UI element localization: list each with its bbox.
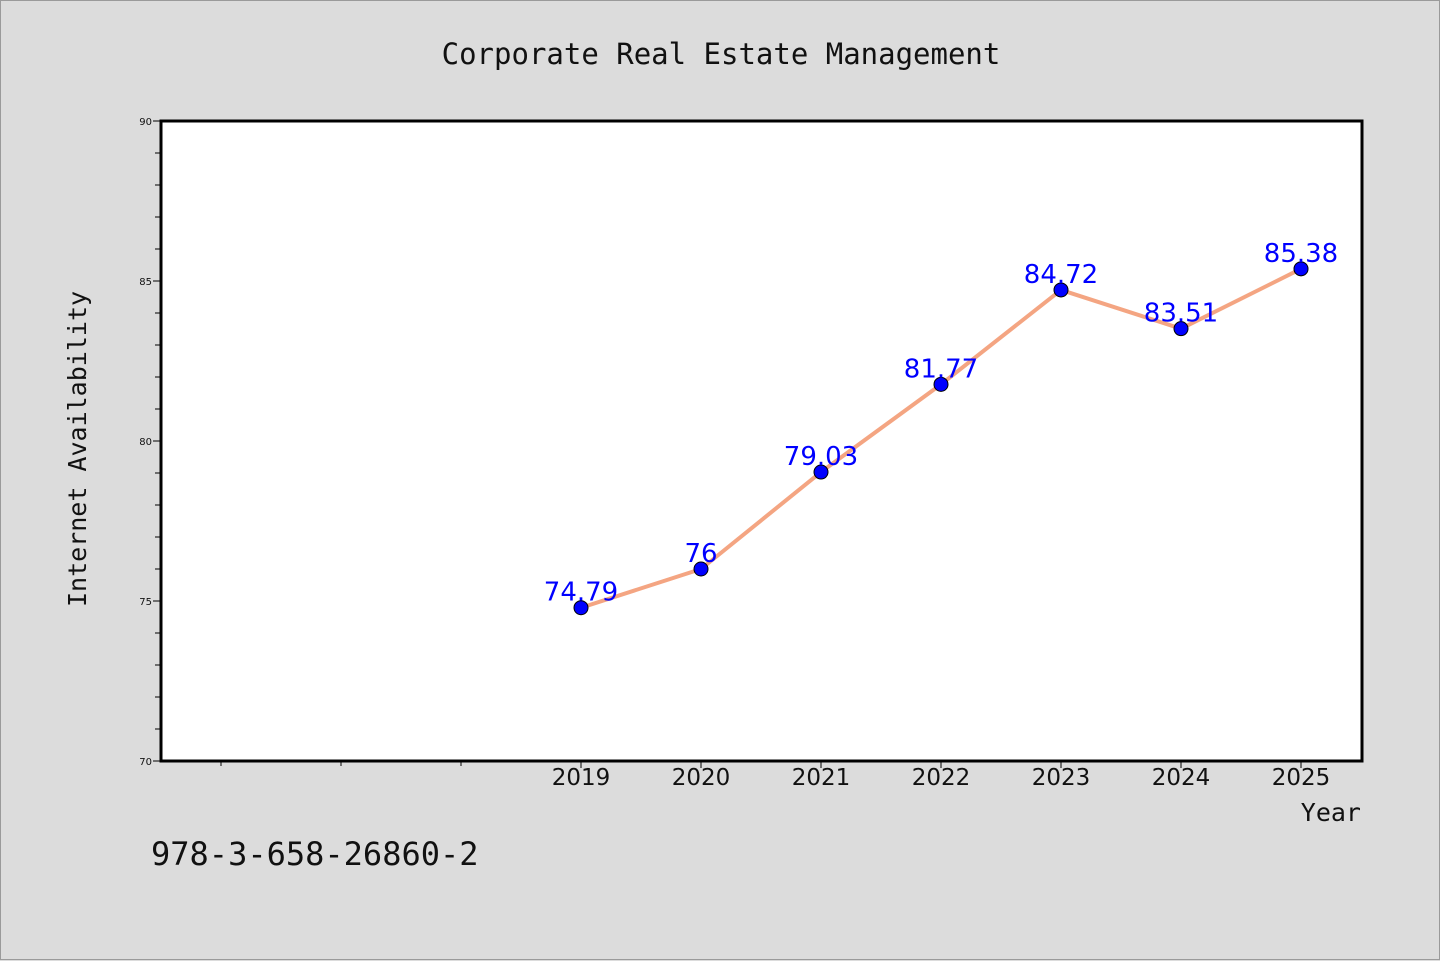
x-tick-label: 2023 <box>1032 765 1091 791</box>
data-point <box>1173 321 1189 337</box>
data-label: 76 <box>684 539 717 569</box>
data-label: 79.03 <box>784 442 858 472</box>
y-tick-label: 80 <box>139 437 152 448</box>
data-point <box>933 376 949 392</box>
data-label: 83.51 <box>1144 299 1218 329</box>
plot-area <box>159 119 1364 763</box>
data-point <box>693 561 709 577</box>
y-tick-label: 85 <box>139 277 152 288</box>
x-tick-label: 2025 <box>1272 765 1331 791</box>
y-tick-label: 75 <box>139 597 152 608</box>
data-point <box>1053 282 1069 298</box>
data-label: 74.79 <box>544 578 618 608</box>
chart-title: Corporate Real Estate Management <box>442 37 1001 71</box>
x-axis-title: Year <box>1301 798 1361 827</box>
y-tick-label: 70 <box>139 757 152 768</box>
y-axis: 70 75 80 85 90 <box>139 117 161 768</box>
x-tick-label: 2022 <box>912 765 971 791</box>
y-axis-title: Internet Availability <box>63 291 92 607</box>
data-label: 84.72 <box>1024 260 1098 290</box>
x-tick-label: 2019 <box>552 765 611 791</box>
x-tick-label: 2024 <box>1152 765 1211 791</box>
data-point <box>573 600 589 616</box>
y-tick-label: 90 <box>139 117 152 128</box>
data-point <box>813 464 829 480</box>
data-point <box>1293 261 1309 277</box>
data-label: 81.77 <box>904 354 978 384</box>
footer-code: 978-3-658-26860-2 <box>151 835 479 873</box>
x-axis: 2019 2020 2021 2022 2023 2024 2025 <box>220 761 1331 791</box>
series-group: 74.79 76 79.03 81.77 84.72 83.51 85.38 <box>544 239 1338 616</box>
x-tick-label: 2021 <box>792 765 851 791</box>
x-tick-label: 2020 <box>672 765 731 791</box>
data-label: 85.38 <box>1264 239 1338 269</box>
